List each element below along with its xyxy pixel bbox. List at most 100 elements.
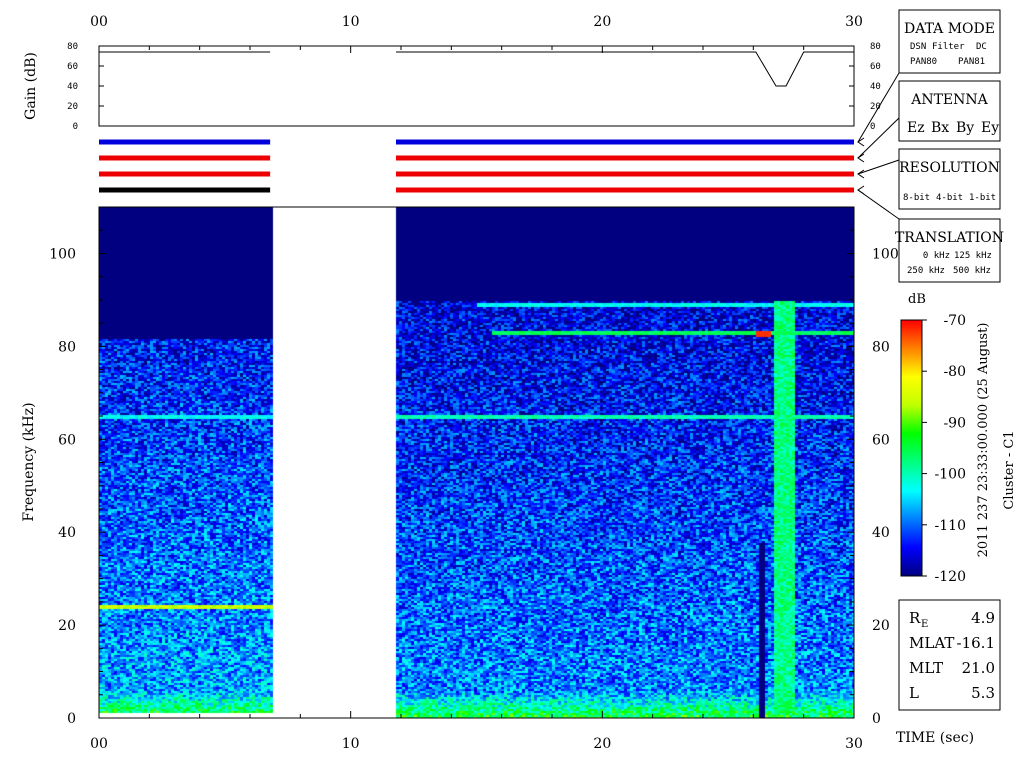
- gain-tick-label-right: 40: [870, 82, 881, 92]
- orbit-param-label: L: [909, 684, 919, 702]
- legend-connector-arrow: [857, 153, 865, 163]
- colorbar-unit-label: dB: [908, 292, 926, 307]
- orbit-param-value: 4.9: [971, 609, 995, 627]
- legend-box-resolution: [898, 148, 1001, 210]
- gain-tick-label: 20: [67, 102, 78, 112]
- status-bar-resolution: [99, 171, 271, 177]
- legend-item-antenna: Bx: [931, 120, 949, 136]
- legend-connector-arrow: [857, 137, 865, 147]
- legend-item-resolution: 8-bit: [903, 193, 930, 203]
- spectrogram-panel: [98, 206, 855, 719]
- legend-box-data-mode: [898, 9, 1001, 74]
- colorbar-tick-label: -70: [943, 313, 966, 329]
- legend-box-antenna: [898, 80, 1001, 142]
- status-bar-translation: [395, 187, 854, 193]
- status-bars: [99, 139, 854, 193]
- legend-item-translation: 125 kHz: [954, 251, 992, 261]
- freq-tick-label-left: 0: [67, 711, 76, 727]
- legend-item-translation: 250 kHz: [907, 266, 945, 276]
- orbit-param-value: 5.3: [971, 684, 995, 702]
- colorbar-tick-label: -100: [935, 467, 966, 483]
- legend-item-data-mode: DSN: [910, 42, 926, 52]
- legend-item-antenna: Ey: [981, 120, 999, 136]
- status-bar-data-mode: [395, 139, 854, 145]
- time-tick-label-bottom: 10: [342, 736, 360, 752]
- legend-item-data-mode: DC: [976, 42, 987, 52]
- time-tick-label-top: 10: [342, 14, 360, 30]
- status-bar-antenna: [99, 155, 271, 161]
- orbit-param-value: -16.1: [957, 634, 995, 652]
- legend-item-translation: 500 kHz: [953, 266, 991, 276]
- time-tick-label-top: 30: [845, 14, 863, 30]
- freq-tick-label-left: 60: [58, 432, 76, 448]
- time-tick-label-bottom: 30: [845, 736, 863, 752]
- colorbar-gradient: [900, 319, 923, 577]
- gain-tick-label: 40: [67, 82, 78, 92]
- legend-item-resolution: 1-bit: [969, 193, 996, 203]
- status-bar-antenna: [395, 155, 854, 161]
- colorbar-tick-label: -80: [943, 364, 966, 380]
- colorbar: -70 -80 -90 -100 -110 -120: [900, 313, 966, 585]
- legend-connector: [857, 159, 900, 175]
- freq-tick-label-right: 100: [872, 246, 899, 262]
- legend-box-translation: [898, 218, 1001, 283]
- gain-tick-label: 60: [67, 62, 78, 72]
- legend-item-resolution: 4-bit: [936, 193, 963, 203]
- gain-tick-label-right: 80: [870, 42, 881, 52]
- orbit-param-subscript: E: [921, 619, 928, 630]
- spacecraft-label: Cluster - C1: [1002, 430, 1017, 509]
- time-tick-label-bottom: 20: [593, 736, 611, 752]
- freq-tick-label-left: 40: [58, 525, 76, 541]
- colorbar-tick-label: -110: [935, 518, 966, 534]
- colorbar-tick-label: -120: [935, 569, 966, 585]
- gain-tick-label: 0: [73, 122, 78, 132]
- freq-tick-label-right: 20: [872, 618, 890, 634]
- gain-panel: 0 0 20 20 40 40 60 60 80 80: [67, 42, 881, 132]
- freq-tick-label-left: 100: [49, 246, 76, 262]
- gain-tick-label-right: 0: [870, 122, 875, 132]
- gain-tick-label-right: 20: [870, 102, 881, 112]
- legend-title-antenna: ANTENNA: [910, 92, 988, 108]
- gain-tick-label: 80: [67, 42, 78, 52]
- legend-item-antenna: Ez: [907, 120, 925, 136]
- orbit-param-label: MLAT: [909, 634, 954, 652]
- legend-connector: [857, 189, 900, 220]
- freq-tick-label-left: 20: [58, 618, 76, 634]
- legend-connector: [857, 117, 900, 159]
- legend-title-translation: TRANSLATION: [895, 230, 1004, 246]
- legend-item-translation: 0 kHz: [923, 251, 950, 261]
- freq-tick-label-right: 0: [872, 711, 881, 727]
- legend-title-resolution: RESOLUTION: [899, 160, 1000, 176]
- legend-connector-arrow: [857, 185, 865, 195]
- legend-item-antenna: By: [956, 120, 974, 136]
- status-bar-translation: [99, 187, 271, 193]
- time-tick-label-bottom: 00: [90, 736, 108, 752]
- freq-tick-label-right: 60: [872, 432, 890, 448]
- legend-item-data-mode: PAN80: [910, 57, 937, 67]
- time-tick-label-top: 20: [593, 14, 611, 30]
- gain-trace-segment: [395, 51, 854, 87]
- orbit-info-frame: [898, 599, 1001, 711]
- timestamp-label: 2011 237 23:33:00.000 (25 August): [976, 323, 991, 558]
- colorbar-tick-label: -90: [943, 415, 966, 431]
- freq-tick-label-right: 80: [872, 339, 890, 355]
- gain-tick-label-right: 60: [870, 62, 881, 72]
- orbit-param-value: 21.0: [962, 659, 995, 677]
- orbit-param-label: R: [909, 609, 921, 627]
- orbit-info-box: R E 4.9 MLAT -16.1 MLT 21.0 L 5.3: [898, 599, 1001, 711]
- freq-tick-label-left: 80: [58, 339, 76, 355]
- legend-connector-arrow: [857, 169, 865, 179]
- freq-tick-label-right: 40: [872, 525, 890, 541]
- time-axis-label: TIME (sec): [896, 730, 974, 746]
- spectrogram-image: [99, 207, 854, 718]
- legend-title-data-mode: DATA MODE: [904, 21, 995, 37]
- legend-item-data-mode: Filter: [932, 42, 965, 52]
- time-tick-label-top: 00: [90, 14, 108, 30]
- orbit-param-label: MLT: [909, 659, 943, 677]
- frequency-axis-label: Frequency (kHz): [21, 402, 37, 521]
- status-bar-resolution: [395, 171, 854, 177]
- legend-connector: [857, 72, 900, 143]
- status-bar-data-mode: [99, 139, 271, 145]
